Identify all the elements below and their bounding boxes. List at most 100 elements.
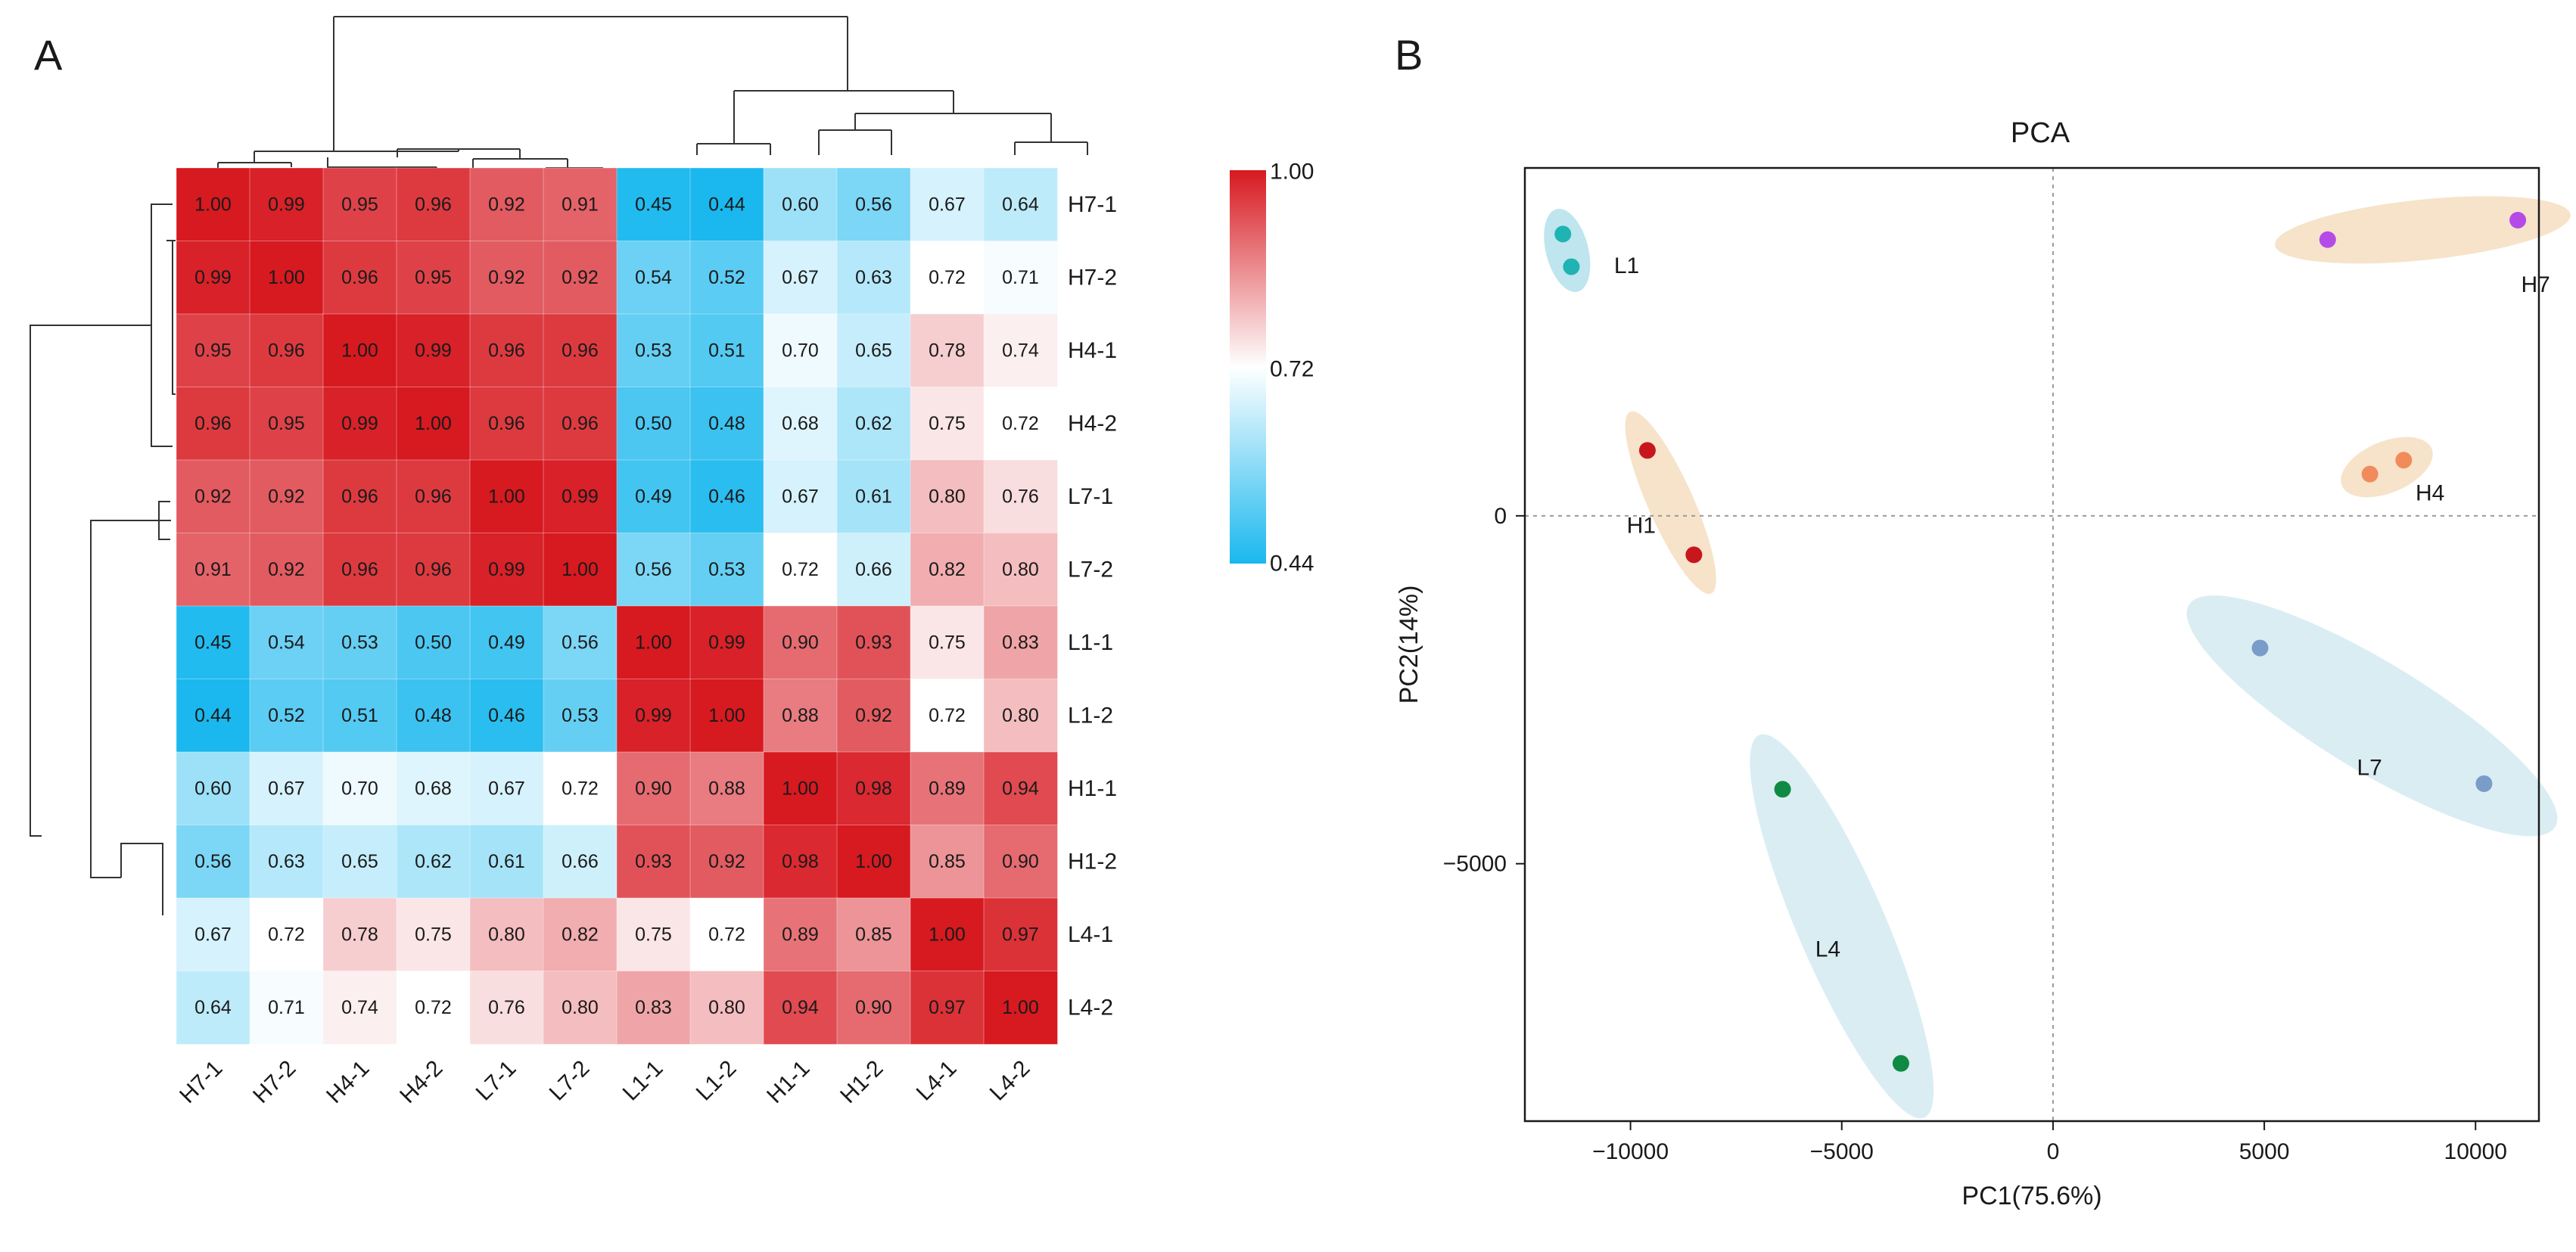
heatmap-cell-value: 0.82 bbox=[929, 559, 966, 580]
heatmap-cell bbox=[983, 679, 1058, 753]
pca-point-h1 bbox=[1685, 546, 1703, 564]
heatmap-cell-value: 0.45 bbox=[635, 194, 672, 215]
heatmap-cell bbox=[910, 679, 985, 753]
heatmap-cell-value: 0.93 bbox=[855, 632, 892, 653]
heatmap-cell-value: 0.53 bbox=[341, 632, 378, 653]
pca-ellipse-h1 bbox=[1625, 411, 1716, 595]
heatmap-cell-value: 0.95 bbox=[415, 267, 452, 288]
pca-y-tick-label: −5000 bbox=[1443, 852, 1507, 877]
pca-point-l4 bbox=[1774, 781, 1791, 798]
heatmap-cell bbox=[910, 825, 985, 899]
heatmap-cell-value: 0.99 bbox=[562, 486, 599, 507]
pca-ellipse-l1 bbox=[1544, 209, 1591, 292]
pca-ellipses bbox=[1544, 196, 2571, 1119]
heatmap-cell bbox=[983, 167, 1058, 242]
heatmap-cell bbox=[836, 241, 911, 315]
heatmap-cell bbox=[983, 313, 1058, 388]
pca-group-label-l7: L7 bbox=[2357, 755, 2382, 780]
heatmap-cell-value: 0.97 bbox=[1002, 924, 1039, 945]
heatmap-row-label: H4-2 bbox=[1068, 411, 1117, 436]
heatmap-cell-value: 0.67 bbox=[782, 486, 819, 507]
pca-point-h4 bbox=[2361, 465, 2378, 483]
heatmap-cell-value: 0.61 bbox=[488, 851, 525, 872]
heatmap-cell-value: 0.80 bbox=[1002, 705, 1039, 726]
heatmap-cell-value: 0.72 bbox=[708, 924, 745, 945]
heatmap-cell-value: 0.83 bbox=[1002, 632, 1039, 653]
heatmap-cell-value: 1.00 bbox=[782, 778, 819, 799]
heatmap-cell-value: 0.94 bbox=[1002, 778, 1039, 799]
heatmap-cell bbox=[836, 387, 911, 461]
heatmap-cell-value: 1.00 bbox=[268, 267, 305, 288]
heatmap-cell-value: 0.92 bbox=[488, 267, 525, 288]
heatmap-cell-value: 0.46 bbox=[708, 486, 745, 507]
heatmap-cell-value: 0.90 bbox=[1002, 851, 1039, 872]
heatmap-cell bbox=[689, 459, 764, 534]
heatmap-cell bbox=[249, 825, 324, 899]
heatmap-cell bbox=[983, 751, 1058, 826]
heatmap-cell-value: 0.66 bbox=[562, 851, 599, 872]
heatmap-cell-value: 0.68 bbox=[782, 413, 819, 434]
heatmap-cell bbox=[983, 971, 1058, 1045]
heatmap-cell-value: 0.50 bbox=[635, 413, 672, 434]
heatmap-cell bbox=[543, 751, 618, 826]
heatmap-cell-value: 0.56 bbox=[635, 559, 672, 580]
heatmap-cell-value: 0.51 bbox=[341, 705, 378, 726]
heatmap-cell bbox=[763, 241, 838, 315]
heatmap-cell-value: 0.98 bbox=[782, 851, 819, 872]
heatmap-cell-value: 0.88 bbox=[782, 705, 819, 726]
heatmap-cell-value: 1.00 bbox=[1002, 997, 1039, 1018]
heatmap-cell bbox=[322, 971, 397, 1045]
heatmap-cell bbox=[249, 459, 324, 534]
heatmap-cell-value: 0.46 bbox=[488, 705, 525, 726]
heatmap-cell-value: 0.90 bbox=[782, 632, 819, 653]
heatmap-cell-value: 0.54 bbox=[635, 267, 672, 288]
color-scale-bar bbox=[1230, 170, 1266, 564]
pca-y-tick-label: 0 bbox=[1494, 504, 1507, 529]
heatmap-column-label: L7-2 bbox=[545, 1056, 595, 1106]
heatmap-cell bbox=[322, 751, 397, 826]
heatmap-row-label: L4-2 bbox=[1068, 995, 1113, 1020]
heatmap-cell-value: 0.99 bbox=[341, 413, 378, 434]
heatmap-cell-value: 0.92 bbox=[855, 705, 892, 726]
heatmap-cell-value: 0.83 bbox=[635, 997, 672, 1018]
heatmap-cell bbox=[836, 605, 911, 680]
heatmap-cell-value: 0.92 bbox=[268, 486, 305, 507]
heatmap-column-labels: H7-1 H7-2 H4-1 H4-2 L7-1 L7-2 L1-1 L1-2 H1-1 H1-2… bbox=[175, 1056, 1034, 1108]
heatmap-cell-value: 1.00 bbox=[415, 413, 452, 434]
heatmap-cell bbox=[176, 387, 250, 461]
heatmap-cell bbox=[616, 533, 691, 607]
heatmap-cell-value: 0.72 bbox=[929, 705, 966, 726]
heatmap-cell bbox=[396, 241, 471, 315]
heatmap-cell bbox=[249, 971, 324, 1045]
heatmap-cell bbox=[910, 313, 985, 388]
heatmap-cell bbox=[616, 241, 691, 315]
heatmap-cell-value: 0.90 bbox=[855, 997, 892, 1018]
heatmap-cell bbox=[249, 679, 324, 753]
heatmap-cell-value: 0.53 bbox=[708, 559, 745, 580]
heatmap-cell bbox=[910, 971, 985, 1045]
heatmap-cell bbox=[910, 387, 985, 461]
heatmap-cell-value: 0.49 bbox=[635, 486, 672, 507]
heatmap-cell-value: 0.78 bbox=[929, 340, 966, 361]
heatmap-cell-value: 0.96 bbox=[268, 340, 305, 361]
heatmap-row-label: H1-1 bbox=[1068, 776, 1117, 801]
heatmap-cell bbox=[763, 459, 838, 534]
heatmap-cell-value: 0.72 bbox=[1002, 413, 1039, 434]
heatmap-cell-value: 0.95 bbox=[268, 413, 305, 434]
heatmap-cell-value: 0.96 bbox=[194, 413, 232, 434]
heatmap-row-label: L7-2 bbox=[1068, 557, 1113, 582]
heatmap-cell bbox=[689, 679, 764, 753]
heatmap-cell bbox=[543, 533, 618, 607]
heatmap-cell bbox=[396, 605, 471, 680]
heatmap-cell-value: 0.65 bbox=[341, 851, 378, 872]
heatmap-row-label: H4-1 bbox=[1068, 338, 1117, 363]
heatmap-column-label: L7-1 bbox=[471, 1056, 521, 1106]
heatmap-cell bbox=[763, 751, 838, 826]
heatmap-cell bbox=[836, 679, 911, 753]
pca-x-tick-label: 0 bbox=[2047, 1139, 2060, 1164]
heatmap-cell-value: 0.95 bbox=[341, 194, 378, 215]
heatmap-cell bbox=[616, 679, 691, 753]
heatmap-cell bbox=[469, 825, 544, 899]
pca-x-tick-label: 5000 bbox=[2239, 1139, 2290, 1164]
heatmap-cell bbox=[689, 533, 764, 607]
